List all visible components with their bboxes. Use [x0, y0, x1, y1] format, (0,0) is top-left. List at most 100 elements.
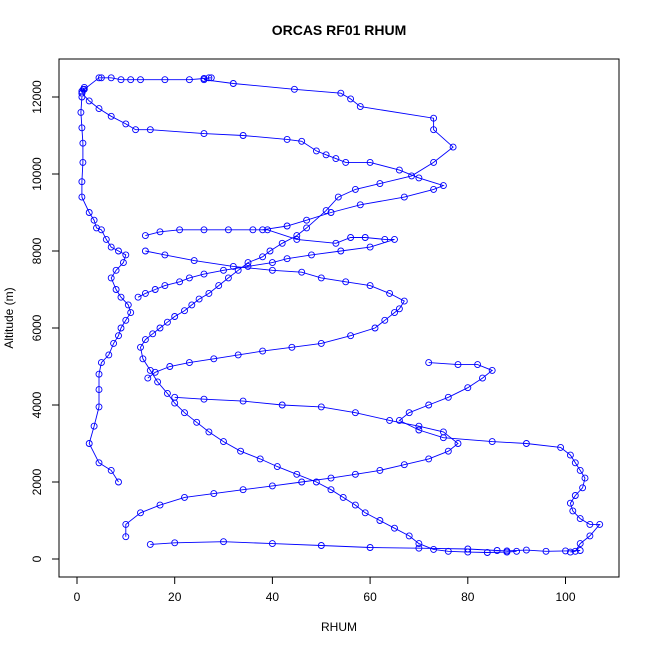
data-point — [90, 216, 98, 224]
data-point — [122, 251, 130, 259]
data-point — [115, 247, 122, 255]
data-point — [137, 76, 144, 84]
y-axis: 0 2000 4000 6000 8000 10000 12000 — [30, 80, 60, 562]
data-point — [85, 440, 93, 447]
data-point — [185, 76, 193, 84]
data-point — [134, 293, 142, 301]
data-point — [293, 470, 301, 478]
data-point — [105, 351, 113, 359]
data-point — [107, 466, 115, 474]
data-point — [376, 517, 384, 524]
data-point — [117, 76, 125, 84]
data-point — [115, 332, 122, 340]
data-point — [185, 359, 193, 367]
data-point — [95, 459, 103, 467]
data-point — [366, 544, 374, 551]
data-point — [107, 112, 115, 120]
data-point — [332, 155, 340, 163]
data-point — [322, 151, 330, 159]
data-point — [522, 440, 530, 447]
data-point — [439, 182, 447, 190]
y-tick-label: 8000 — [30, 237, 44, 264]
data-point — [161, 282, 169, 290]
data-point — [293, 235, 301, 243]
data-point — [444, 393, 452, 401]
data-point — [137, 509, 144, 517]
data-point — [268, 259, 276, 267]
data-point — [283, 222, 291, 230]
x-tick-label: 60 — [363, 590, 377, 604]
data-point — [244, 259, 252, 267]
data-point — [268, 482, 276, 490]
data-point — [317, 339, 325, 347]
data-point — [351, 501, 359, 509]
data-point — [415, 426, 423, 434]
data-point — [366, 282, 374, 290]
data-point — [430, 545, 438, 553]
data-point — [283, 255, 291, 263]
data-point — [97, 74, 105, 82]
data-point — [347, 234, 355, 241]
data-point — [483, 549, 491, 556]
data-point — [569, 507, 577, 515]
data-point — [79, 158, 87, 166]
data-point — [163, 318, 171, 326]
series-group — [122, 393, 462, 541]
data-point — [347, 332, 355, 340]
data-point — [571, 492, 579, 499]
data-point — [220, 538, 227, 546]
data-point — [337, 247, 345, 255]
data-point — [327, 474, 335, 482]
data-point — [488, 438, 496, 446]
data-point — [195, 295, 203, 303]
data-point — [464, 384, 472, 392]
data-point — [156, 228, 164, 236]
data-point — [278, 239, 286, 247]
data-point — [513, 547, 521, 555]
data-point — [347, 95, 355, 103]
series-line — [125, 396, 459, 537]
data-point — [288, 343, 296, 351]
data-point — [586, 520, 594, 528]
data-point — [542, 547, 550, 555]
data-point — [112, 266, 120, 274]
data-point — [95, 386, 103, 394]
data-point — [522, 546, 530, 554]
data-point — [117, 324, 125, 332]
x-axis: 0 20 40 60 80 100 — [74, 576, 576, 604]
data-point — [244, 262, 252, 270]
y-tick-label: 4000 — [30, 391, 44, 418]
x-axis-label: RHUM — [321, 620, 357, 634]
data-point — [415, 544, 423, 552]
data-point — [127, 309, 135, 317]
data-point — [200, 130, 208, 138]
data-point — [90, 422, 98, 430]
data-point — [210, 490, 218, 498]
x-tick-label: 0 — [74, 590, 81, 604]
data-point — [303, 224, 311, 232]
data-point — [181, 307, 188, 315]
data-point — [351, 185, 359, 193]
data-point — [395, 166, 403, 174]
data-point — [156, 501, 164, 509]
data-point — [229, 80, 237, 87]
y-tick-label: 10000 — [30, 157, 44, 191]
data-point — [376, 466, 384, 474]
data-point — [122, 316, 130, 324]
data-point — [141, 289, 149, 297]
data-point — [127, 76, 135, 84]
data-point — [107, 74, 115, 82]
data-point — [117, 293, 125, 301]
data-point — [268, 540, 276, 548]
y-axis-label: Altitude (m) — [2, 287, 16, 348]
data-point — [207, 74, 215, 82]
x-tick-label: 100 — [555, 590, 575, 604]
data-point — [430, 126, 438, 134]
data-point — [566, 499, 574, 507]
data-point — [259, 347, 267, 355]
data-point — [122, 520, 130, 528]
data-point — [308, 251, 315, 259]
data-point — [141, 336, 149, 344]
data-point — [415, 540, 423, 548]
data-point — [371, 324, 379, 332]
